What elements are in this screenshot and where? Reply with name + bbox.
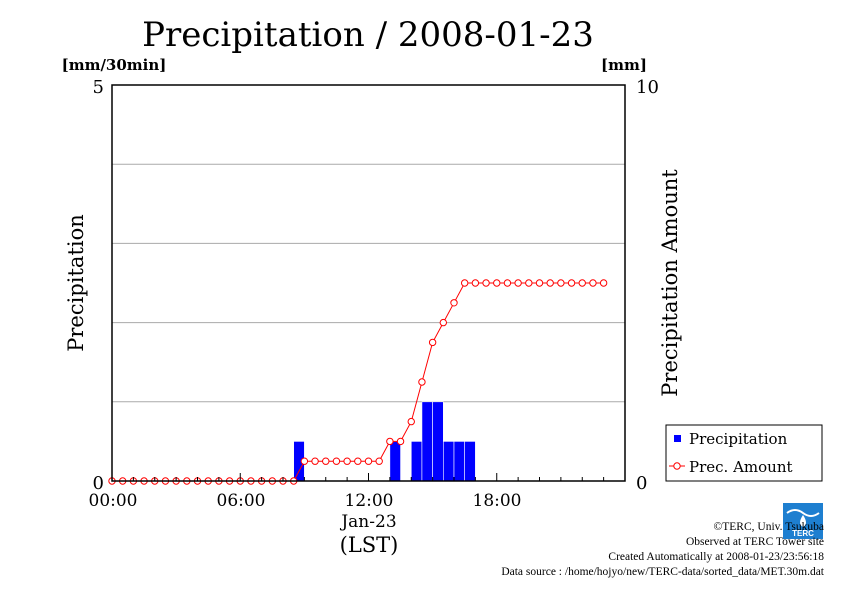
precipitation-bar xyxy=(464,441,476,482)
left-unit-label: [mm/30min] xyxy=(62,56,167,74)
left-tick-label-0: 0 xyxy=(93,473,104,494)
legend-precipitation-swatch xyxy=(674,435,681,442)
amount-point xyxy=(514,279,522,287)
legend-box xyxy=(665,424,823,482)
precipitation-bar xyxy=(410,441,423,482)
amount-point xyxy=(567,279,576,287)
chart-title: Precipitation / 2008-01-23 xyxy=(142,15,594,55)
amount-point xyxy=(460,279,469,287)
amount-point xyxy=(599,279,608,287)
amount-point xyxy=(300,457,309,465)
left-tick-label-1: 5 xyxy=(93,77,104,98)
amount-point xyxy=(311,457,319,465)
legend-precipitation-label: Precipitation xyxy=(689,430,788,448)
x-tick-label-0: 00:00 xyxy=(89,491,138,511)
copyright-text: ©TERC, Univ. Tsukuba xyxy=(713,521,824,533)
created-text: Created Automatically at 2008-01-23/23:5… xyxy=(608,551,824,563)
amount-point xyxy=(535,279,544,287)
amount-point xyxy=(471,279,480,287)
amount-point xyxy=(396,437,405,446)
amount-point xyxy=(407,417,415,426)
x-tick-label-2: 12:00 xyxy=(345,491,394,511)
amount-point xyxy=(578,279,586,287)
amount-point xyxy=(343,457,351,465)
amount-point xyxy=(418,378,426,386)
amount-point xyxy=(525,279,533,287)
x-tick-label-1: 06:00 xyxy=(217,491,266,511)
logo-text: TERC xyxy=(792,529,814,538)
amount-point xyxy=(386,437,394,446)
amount-point xyxy=(503,279,512,287)
amount-point xyxy=(557,279,565,287)
precipitation-bars xyxy=(293,401,476,482)
amount-point xyxy=(332,457,341,465)
right-unit-label: [mm] xyxy=(601,56,647,74)
observed-text: Observed at TERC Tower site xyxy=(685,536,824,548)
date-label: Jan-23 xyxy=(339,512,396,532)
x-tick-label-3: 18:00 xyxy=(473,491,522,511)
right-tick-label-0: 0 xyxy=(636,473,647,494)
y2-axis-label: Precipitation Amount xyxy=(658,169,682,397)
amount-point xyxy=(354,457,362,465)
amount-polyline xyxy=(112,282,604,482)
legend: Precipitation Prec. Amount xyxy=(665,424,823,482)
legend-amount-label: Prec. Amount xyxy=(689,458,793,476)
y-axis-label: Precipitation xyxy=(64,214,88,352)
precipitation-bar xyxy=(389,441,401,482)
precipitation-bar xyxy=(432,401,444,482)
timezone-label: (LST) xyxy=(340,533,399,557)
amount-point xyxy=(375,457,383,465)
amount-point xyxy=(546,279,554,287)
precipitation-bar xyxy=(443,441,455,482)
amount-point xyxy=(482,279,490,287)
terc-logo: TERC xyxy=(783,503,823,539)
amount-point xyxy=(428,338,437,347)
amount-point xyxy=(439,318,448,327)
amount-point xyxy=(450,299,458,307)
source-text: Data source : /home/hojyo/new/TERC-data/… xyxy=(501,566,824,578)
amount-point xyxy=(322,457,330,465)
grid-lines xyxy=(112,163,625,403)
amount-point xyxy=(589,279,597,287)
terc-logo-graphic: TERC xyxy=(783,503,823,539)
x-ticks xyxy=(111,473,626,481)
amount-point xyxy=(364,457,373,465)
amount-point xyxy=(493,279,501,287)
precipitation-bar xyxy=(453,441,465,482)
amount-line xyxy=(108,279,608,485)
credits-block: ©TERC, Univ. Tsukuba Observed at TERC To… xyxy=(501,520,824,580)
right-tick-label-1: 10 xyxy=(636,77,659,98)
precipitation-bar xyxy=(421,401,433,482)
legend-amount-marker xyxy=(673,462,681,470)
